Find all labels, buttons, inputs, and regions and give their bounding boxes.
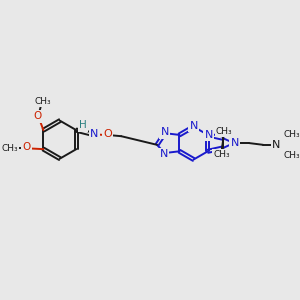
Text: H: H bbox=[80, 120, 87, 130]
Text: O: O bbox=[22, 142, 30, 152]
Text: N: N bbox=[272, 140, 280, 150]
Text: CH₃: CH₃ bbox=[2, 144, 18, 153]
Text: CH₃: CH₃ bbox=[216, 127, 232, 136]
Text: N: N bbox=[205, 130, 213, 140]
Text: N: N bbox=[90, 129, 99, 139]
Text: CH₃: CH₃ bbox=[283, 130, 300, 139]
Text: O: O bbox=[103, 130, 112, 140]
Text: CH₃: CH₃ bbox=[213, 150, 230, 159]
Text: CH₃: CH₃ bbox=[283, 151, 300, 160]
Text: O: O bbox=[33, 111, 41, 121]
Text: N: N bbox=[190, 121, 198, 131]
Text: CH₃: CH₃ bbox=[34, 97, 51, 106]
Text: N: N bbox=[160, 127, 169, 137]
Text: N: N bbox=[160, 149, 168, 159]
Text: N: N bbox=[230, 138, 239, 148]
